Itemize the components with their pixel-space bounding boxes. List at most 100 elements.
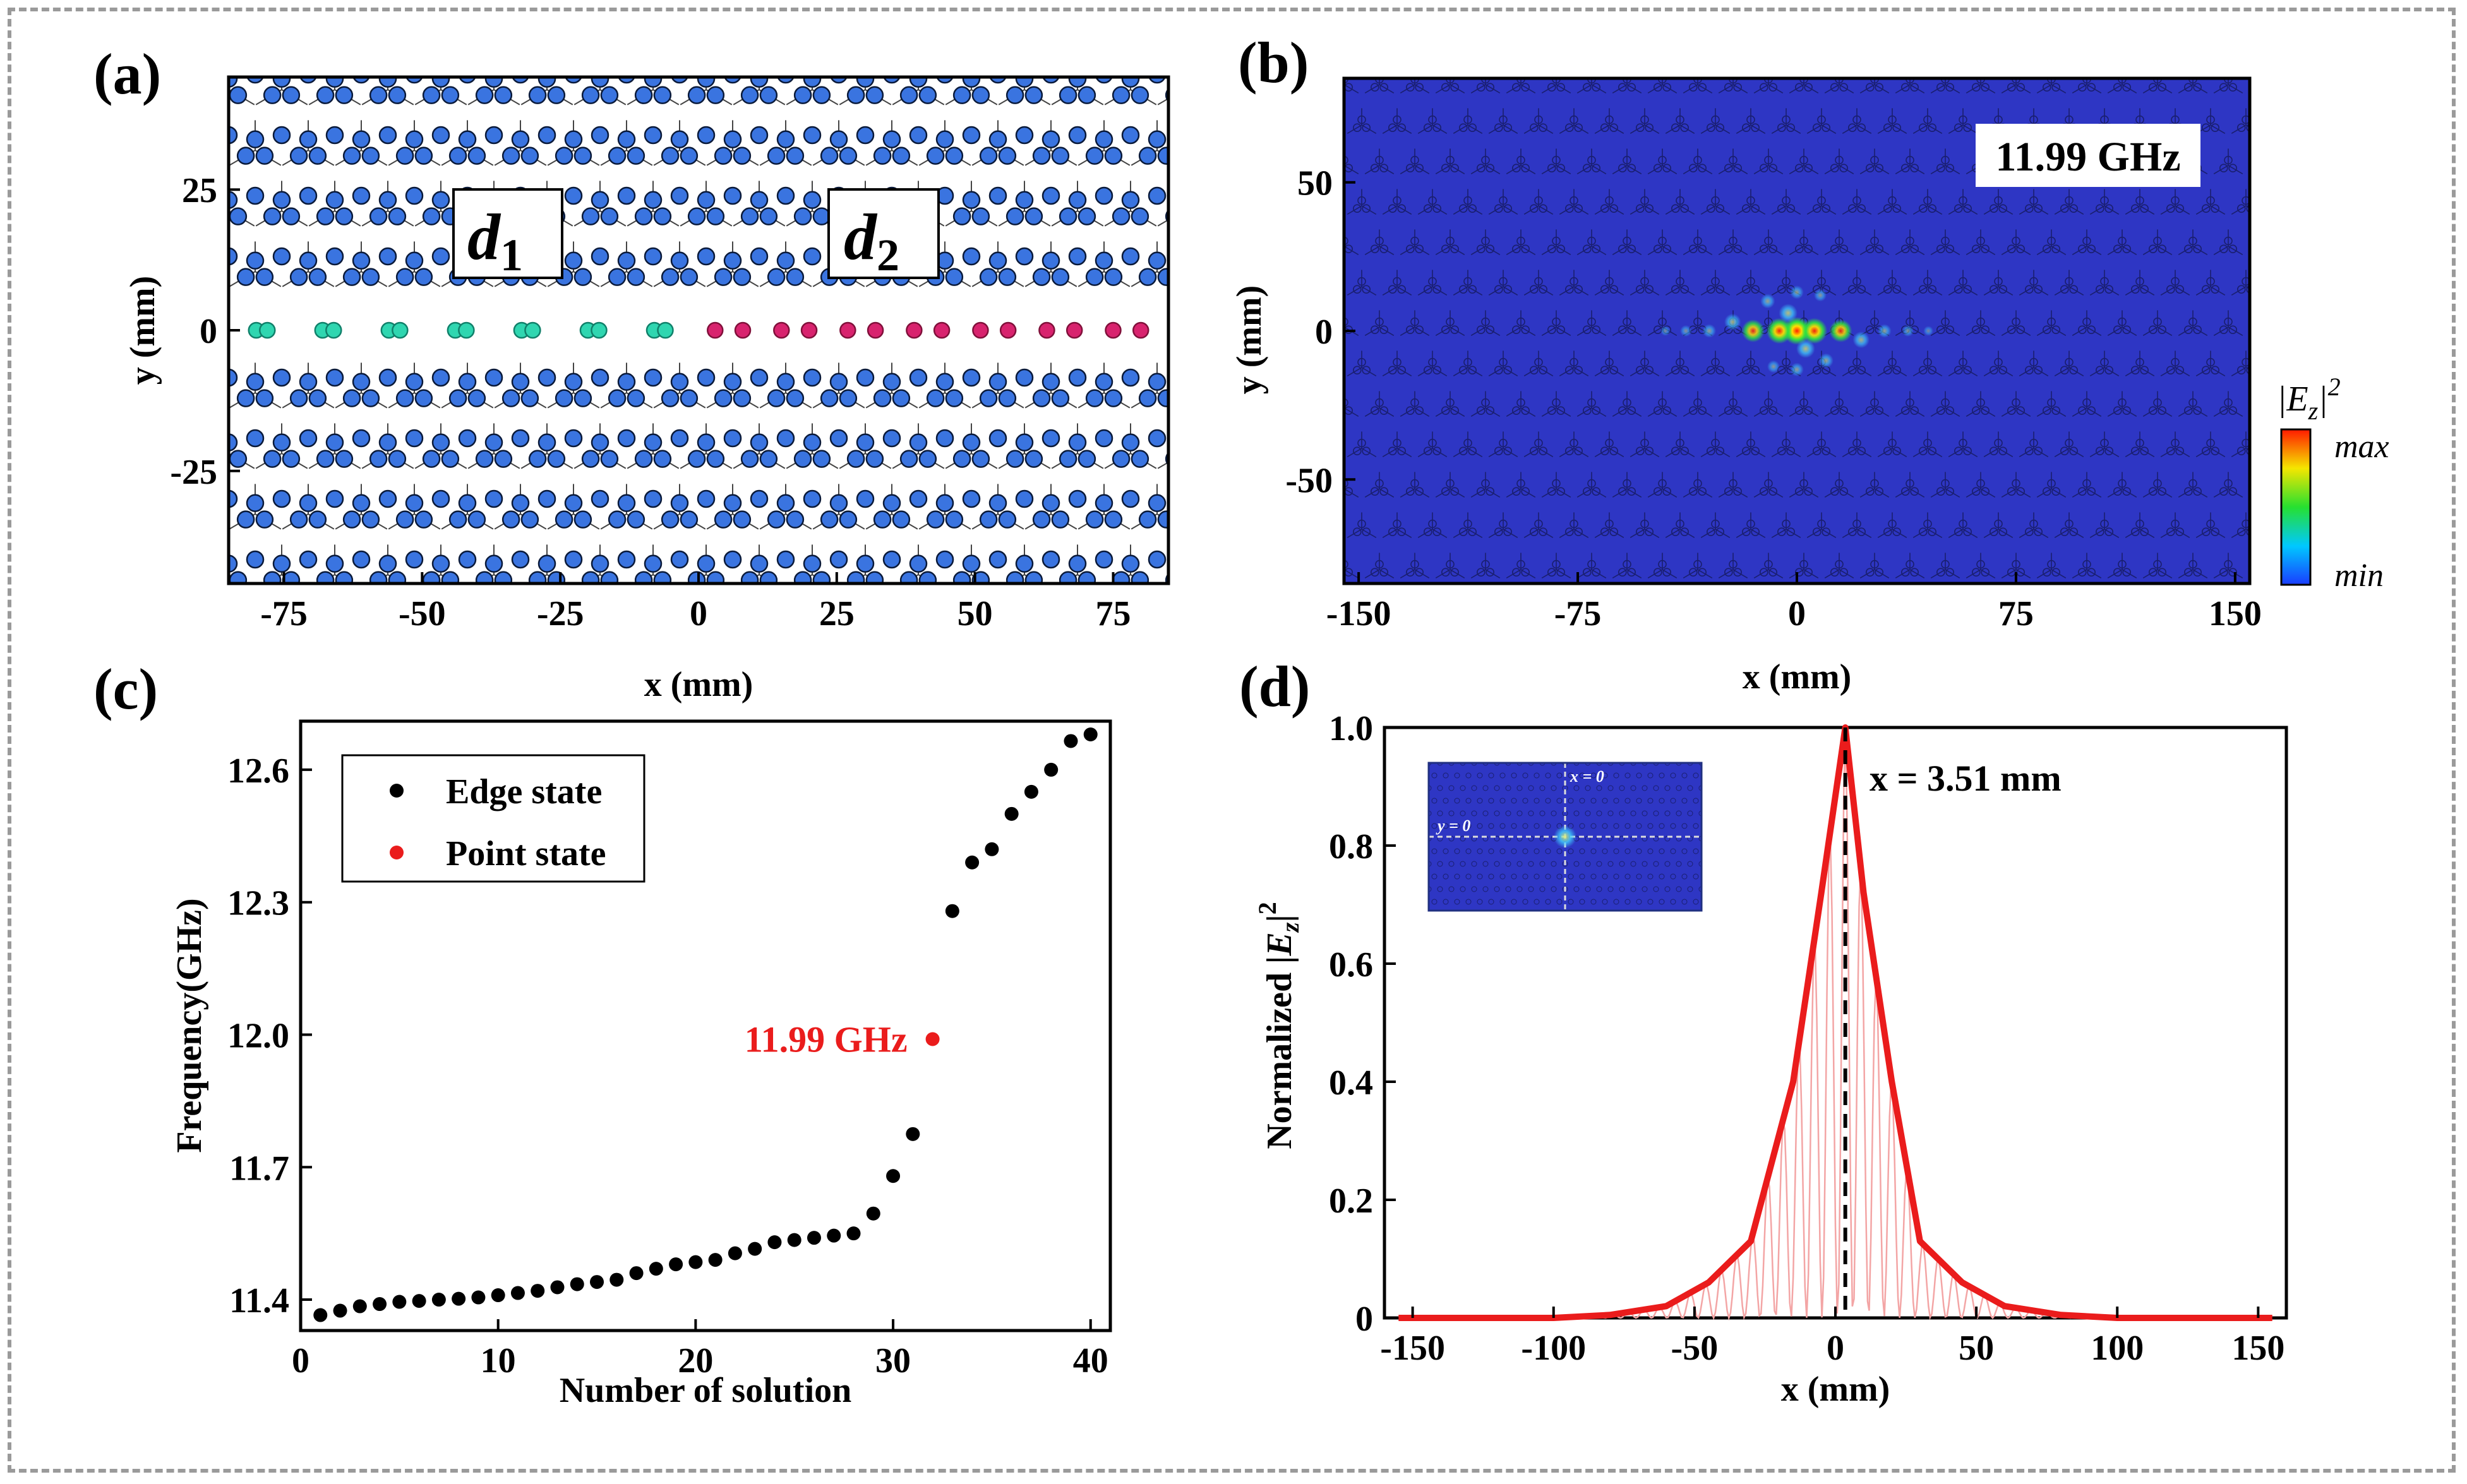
dielectric-rod: [272, 554, 291, 573]
outline-bond: [2068, 529, 2084, 538]
outline-bond: [2072, 488, 2087, 498]
outline-rod: [2166, 527, 2175, 537]
outline-bond: [1432, 610, 1447, 618]
lattice-bond: [255, 635, 281, 650]
dielectric-rod: [882, 130, 901, 148]
dielectric-rod: [414, 147, 433, 165]
outline-bond: [1361, 205, 1377, 215]
outline-rod: [1715, 204, 1724, 213]
lattice-bond: [1104, 29, 1130, 44]
outline-rod: [2078, 244, 2087, 254]
dielectric-rod: [1138, 147, 1157, 165]
outline-bond: [1626, 569, 1642, 578]
outline-rod: [1830, 406, 1839, 416]
dielectric-rod: [1282, 369, 1298, 386]
outline-bond: [1467, 448, 1483, 457]
dielectric-rod: [776, 130, 795, 148]
x-tick-label: 25: [819, 594, 855, 633]
inset-rod: [1460, 785, 1466, 791]
outline-rod: [1707, 123, 1715, 132]
interface-rod-d2: [972, 321, 989, 339]
dielectric-rod: [628, 633, 644, 649]
outline-bond: [2231, 124, 2247, 134]
inset-rod: [1664, 861, 1671, 867]
y-tick-label: 0: [1355, 1300, 1373, 1339]
outline-bond: [1541, 165, 1557, 174]
outline-rod: [1428, 438, 1437, 448]
outline-rod: [1450, 83, 1459, 92]
outline-rod: [1818, 35, 1825, 43]
outline-bond: [2125, 448, 2140, 457]
dielectric-rod: [448, 510, 467, 529]
outline-bond: [2157, 569, 2173, 578]
y-tick-label: 12.6: [227, 751, 289, 791]
outline-rod: [1910, 406, 1919, 416]
dielectric-rod: [935, 550, 954, 569]
panel-c: 0 10 20 30 40 11.411.712.012.312.6 Number of…: [170, 719, 1112, 1410]
panel-d-x-ticks: -150 -100 -50 0 50 100 150: [1380, 1307, 2284, 1368]
dielectric-rod: [1148, 494, 1167, 512]
outline-rod: [1658, 398, 1667, 407]
dielectric-rod: [272, 247, 291, 266]
inset-rod: [1448, 861, 1455, 867]
dielectric-rod: [573, 389, 592, 407]
inset-rod: [1488, 772, 1494, 779]
outline-bond: [1822, 610, 1836, 618]
dielectric-rod: [634, 207, 653, 225]
lattice-bond: [760, 635, 786, 650]
outline-rod: [2149, 406, 2158, 416]
dielectric-rod: [272, 126, 291, 145]
outline-bond: [1506, 326, 1522, 336]
outline-bond: [2019, 529, 2034, 538]
outline-rod: [1565, 446, 1574, 456]
outline-rod: [1636, 527, 1645, 537]
outline-bond: [2281, 206, 2296, 214]
outline-rod: [2132, 609, 2139, 616]
outline-rod: [1592, 487, 1600, 496]
inset-rod: [1585, 861, 1591, 867]
outline-rod: [2065, 357, 2074, 367]
inset-rod: [1573, 810, 1580, 817]
outline-rod: [1870, 479, 1879, 488]
dielectric-rod: [522, 27, 538, 43]
dielectric-rod: [820, 389, 839, 407]
lattice-bond: [388, 29, 414, 44]
lattice-bond: [203, 211, 229, 226]
outline-rod: [1848, 527, 1857, 537]
inset-rod: [1454, 772, 1460, 779]
outline-rod: [2228, 487, 2237, 496]
outline-bond: [1470, 407, 1486, 417]
outline-rod: [1521, 406, 1530, 416]
outline-rod: [1733, 406, 1742, 416]
dielectric-rod: [865, 450, 884, 468]
dielectric-rod: [1095, 429, 1113, 448]
dielectric-rod: [220, 6, 237, 22]
dielectric-rod: [899, 571, 918, 583]
dielectric-rod: [892, 147, 911, 165]
lattice-bond: [1263, 635, 1289, 650]
outline-bond: [2264, 570, 2278, 578]
outline-rod: [1645, 446, 1654, 456]
dielectric-rod: [829, 429, 848, 448]
inset-rod: [1528, 886, 1534, 892]
outline-rod: [1852, 196, 1861, 205]
lattice-bond: [1078, 29, 1104, 44]
y-tick-label: 11.7: [229, 1149, 289, 1188]
outline-bond: [1662, 488, 1678, 498]
outline-rod: [1463, 115, 1472, 124]
outline-rod: [1928, 609, 1936, 616]
outline-bond: [1594, 367, 1610, 376]
outline-bond: [1736, 367, 1751, 376]
outline-rod: [2224, 236, 2233, 246]
outline-rod: [1618, 568, 1627, 577]
lattice-bond: [282, 29, 308, 44]
dielectric-rod: [988, 494, 1007, 512]
outline-rod: [2060, 285, 2069, 294]
dielectric-rod: [1192, 512, 1209, 528]
outline-rod: [1516, 398, 1525, 407]
outline-rod: [1813, 527, 1822, 537]
dielectric-rod: [316, 207, 335, 225]
dielectric-rod: [608, 147, 627, 165]
outline-bond: [1294, 570, 1309, 578]
lattice: [203, 6, 1298, 650]
